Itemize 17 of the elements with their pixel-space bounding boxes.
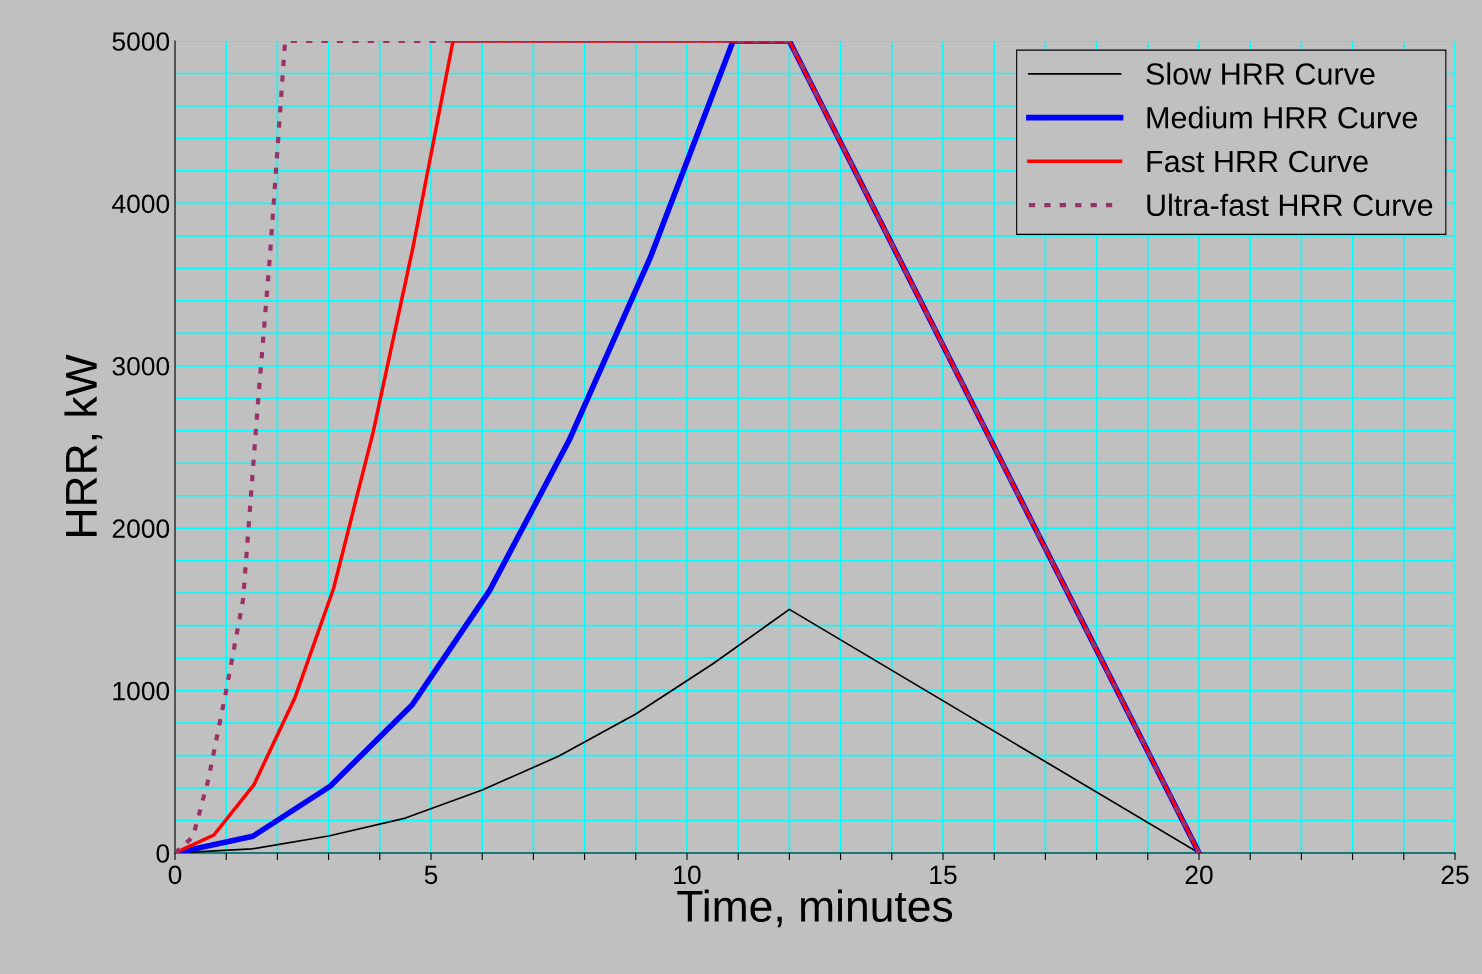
y-tick-label: 2000 <box>112 519 170 539</box>
y-tick-label: 5000 <box>112 32 170 51</box>
x-tick-label: 25 <box>1441 865 1469 885</box>
x-tick-label: 5 <box>424 865 438 885</box>
legend-label: Fast HRR Curve <box>1147 150 1368 173</box>
x-axis-title: Time, minutes <box>677 889 953 928</box>
legend-label: Medium HRR Curve <box>1147 106 1417 129</box>
x-tick-label: 15 <box>930 865 957 885</box>
x-tick-label: 20 <box>1185 865 1213 885</box>
x-tick-label: 10 <box>674 865 701 885</box>
legend-label: Slow HRR Curve <box>1146 62 1375 85</box>
y-tick-label: 4000 <box>112 194 170 214</box>
legend-label: Ultra-fast HRR Curve <box>1147 193 1433 217</box>
y-tick-label: 0 <box>156 844 170 863</box>
y-tick-label: 1000 <box>113 681 170 701</box>
y-axis-title: HRR, kW <box>64 354 103 536</box>
y-tick-label: 3000 <box>112 356 170 376</box>
